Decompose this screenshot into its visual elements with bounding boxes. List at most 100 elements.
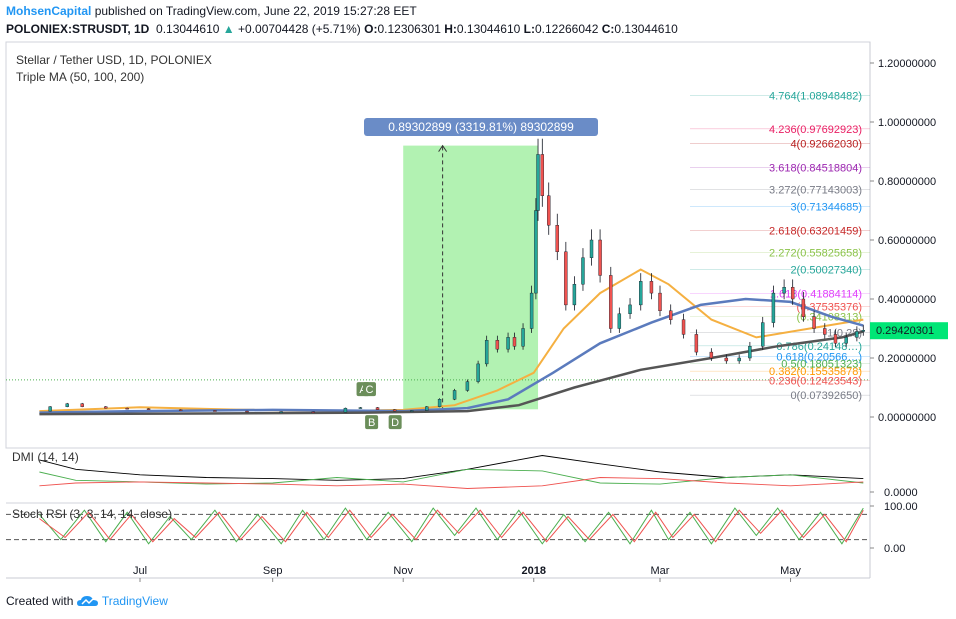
point-label: C bbox=[365, 384, 373, 396]
candle-body bbox=[437, 399, 442, 407]
candle-body bbox=[833, 334, 838, 344]
candle-body bbox=[213, 410, 217, 412]
x-tick-label: Sep bbox=[263, 565, 283, 577]
fib-level-label: 0.236(0.12423543) bbox=[769, 375, 862, 387]
author-link[interactable]: MohsenCapital bbox=[6, 4, 92, 18]
y-tick-label: 0.00000000 bbox=[878, 412, 936, 424]
candle-body bbox=[681, 319, 686, 335]
high-label: H: bbox=[444, 22, 457, 36]
candle-body bbox=[790, 286, 795, 300]
candle-body bbox=[861, 330, 865, 332]
candle-body bbox=[709, 351, 714, 359]
candle-body bbox=[125, 407, 129, 410]
fib-level-label: 4(0.92662030) bbox=[790, 139, 862, 151]
measure-arrow-head-icon bbox=[438, 144, 448, 152]
candle-body bbox=[358, 407, 363, 409]
y-tick-label: 0.40000000 bbox=[878, 294, 936, 306]
y-tick-label: 0.80000000 bbox=[878, 176, 936, 188]
candle-body bbox=[452, 390, 457, 400]
y-tick-label: 0.60000000 bbox=[878, 235, 936, 247]
candle-body bbox=[146, 408, 151, 410]
point-label-box bbox=[388, 415, 402, 430]
candle-body bbox=[540, 154, 545, 196]
candle-body bbox=[375, 407, 380, 410]
y-tick-label: 0.20000000 bbox=[878, 353, 936, 365]
dmi-line-1 bbox=[39, 455, 864, 481]
candle-body bbox=[771, 292, 776, 323]
candle-body bbox=[694, 334, 699, 353]
candle-body bbox=[178, 409, 183, 411]
low-label: L: bbox=[523, 22, 535, 36]
candle-body bbox=[639, 281, 643, 306]
candle-body bbox=[104, 406, 108, 409]
chart-area[interactable]: 1.20000000 1.00000000 0.80000000 0.60000000… bbox=[0, 38, 956, 590]
fib-level-label: 0.618(0.20566…) bbox=[776, 351, 862, 363]
candle-body bbox=[547, 195, 551, 226]
candle-body bbox=[279, 411, 283, 413]
candle-body bbox=[564, 251, 568, 306]
fib-level-label: 0(0.07392650) bbox=[790, 390, 862, 402]
price-tag-box bbox=[870, 322, 948, 340]
close-label: C: bbox=[601, 22, 615, 36]
candle-body bbox=[410, 410, 414, 412]
ohlc-line: POLONIEX:STRUSDT, 1D 0.13044610 ▲ +0.007… bbox=[6, 22, 678, 36]
candle-body bbox=[658, 292, 662, 312]
fib-level-label: 0.5(0.18051323) bbox=[781, 359, 862, 371]
fib-level-label: 2.618(0.63201459) bbox=[769, 226, 862, 238]
candle-body bbox=[311, 411, 316, 413]
candle-body bbox=[529, 292, 534, 329]
x-tick-label: Nov bbox=[393, 565, 413, 577]
fib-level-label: 2(0.50027340) bbox=[790, 264, 862, 276]
candle-body bbox=[425, 406, 429, 411]
candle-body bbox=[748, 346, 752, 359]
candle-body bbox=[649, 281, 654, 294]
fib-level-label: 3.618(0.84518804) bbox=[769, 163, 862, 175]
candle-body bbox=[589, 239, 594, 258]
candle-body bbox=[476, 363, 480, 382]
indicator-label: Triple MA (50, 100, 200) bbox=[16, 70, 144, 84]
candle-body bbox=[506, 337, 510, 350]
ma-line-3 bbox=[39, 330, 864, 416]
y-tick-label: 1.00000000 bbox=[878, 117, 936, 129]
high-value: 0.13044610 bbox=[456, 22, 521, 36]
measure-label: 0.89302899 (3319.81%) 89302899 bbox=[388, 120, 574, 134]
candle-body bbox=[245, 410, 249, 413]
dmi-line-3 bbox=[39, 477, 864, 489]
open-label: O: bbox=[364, 22, 378, 36]
measure-label-box bbox=[364, 118, 598, 136]
created-with-label: Created with bbox=[6, 594, 74, 608]
stoch-y-tick-label: 100.00 bbox=[884, 501, 918, 513]
candle-body bbox=[855, 331, 859, 338]
candle-body bbox=[65, 403, 69, 407]
point-label: D bbox=[391, 417, 399, 429]
close-value: 0.13044610 bbox=[614, 22, 678, 36]
candle-body bbox=[392, 409, 397, 412]
last-price: 0.13044610 bbox=[156, 22, 220, 36]
point-label-box bbox=[362, 382, 376, 397]
candle-body bbox=[495, 340, 500, 350]
candle-body bbox=[801, 298, 806, 317]
candle-body bbox=[534, 210, 538, 294]
ma-line-2 bbox=[39, 297, 864, 414]
symbol-label: POLONIEX:STRUSDT, 1D bbox=[6, 22, 150, 36]
x-tick-label: 2018 bbox=[522, 565, 546, 577]
x-tick-label: Jul bbox=[133, 565, 147, 577]
candle-body bbox=[572, 284, 577, 306]
tradingview-link[interactable]: TradingView bbox=[101, 594, 168, 608]
candle-body bbox=[812, 316, 816, 329]
stoch-line-2 bbox=[39, 509, 864, 543]
point-label-box bbox=[365, 415, 379, 430]
measure-range-box bbox=[403, 145, 539, 410]
candle-body bbox=[80, 403, 84, 407]
candle-body bbox=[484, 340, 489, 365]
candle-body bbox=[844, 337, 848, 344]
candle-body bbox=[782, 286, 786, 294]
dmi-y-tick-label: 0.0000 bbox=[884, 487, 918, 499]
candle-body bbox=[48, 406, 52, 412]
stoch-title: Stoch RSI (3, 3, 14, 14, close) bbox=[12, 507, 172, 521]
candle-body bbox=[737, 357, 741, 362]
price-tag-label: 0.29420301 bbox=[876, 325, 934, 337]
tradingview-cloud-icon bbox=[76, 596, 98, 606]
candle-body bbox=[465, 381, 470, 391]
change-arrow-icon: ▲ bbox=[222, 22, 235, 36]
